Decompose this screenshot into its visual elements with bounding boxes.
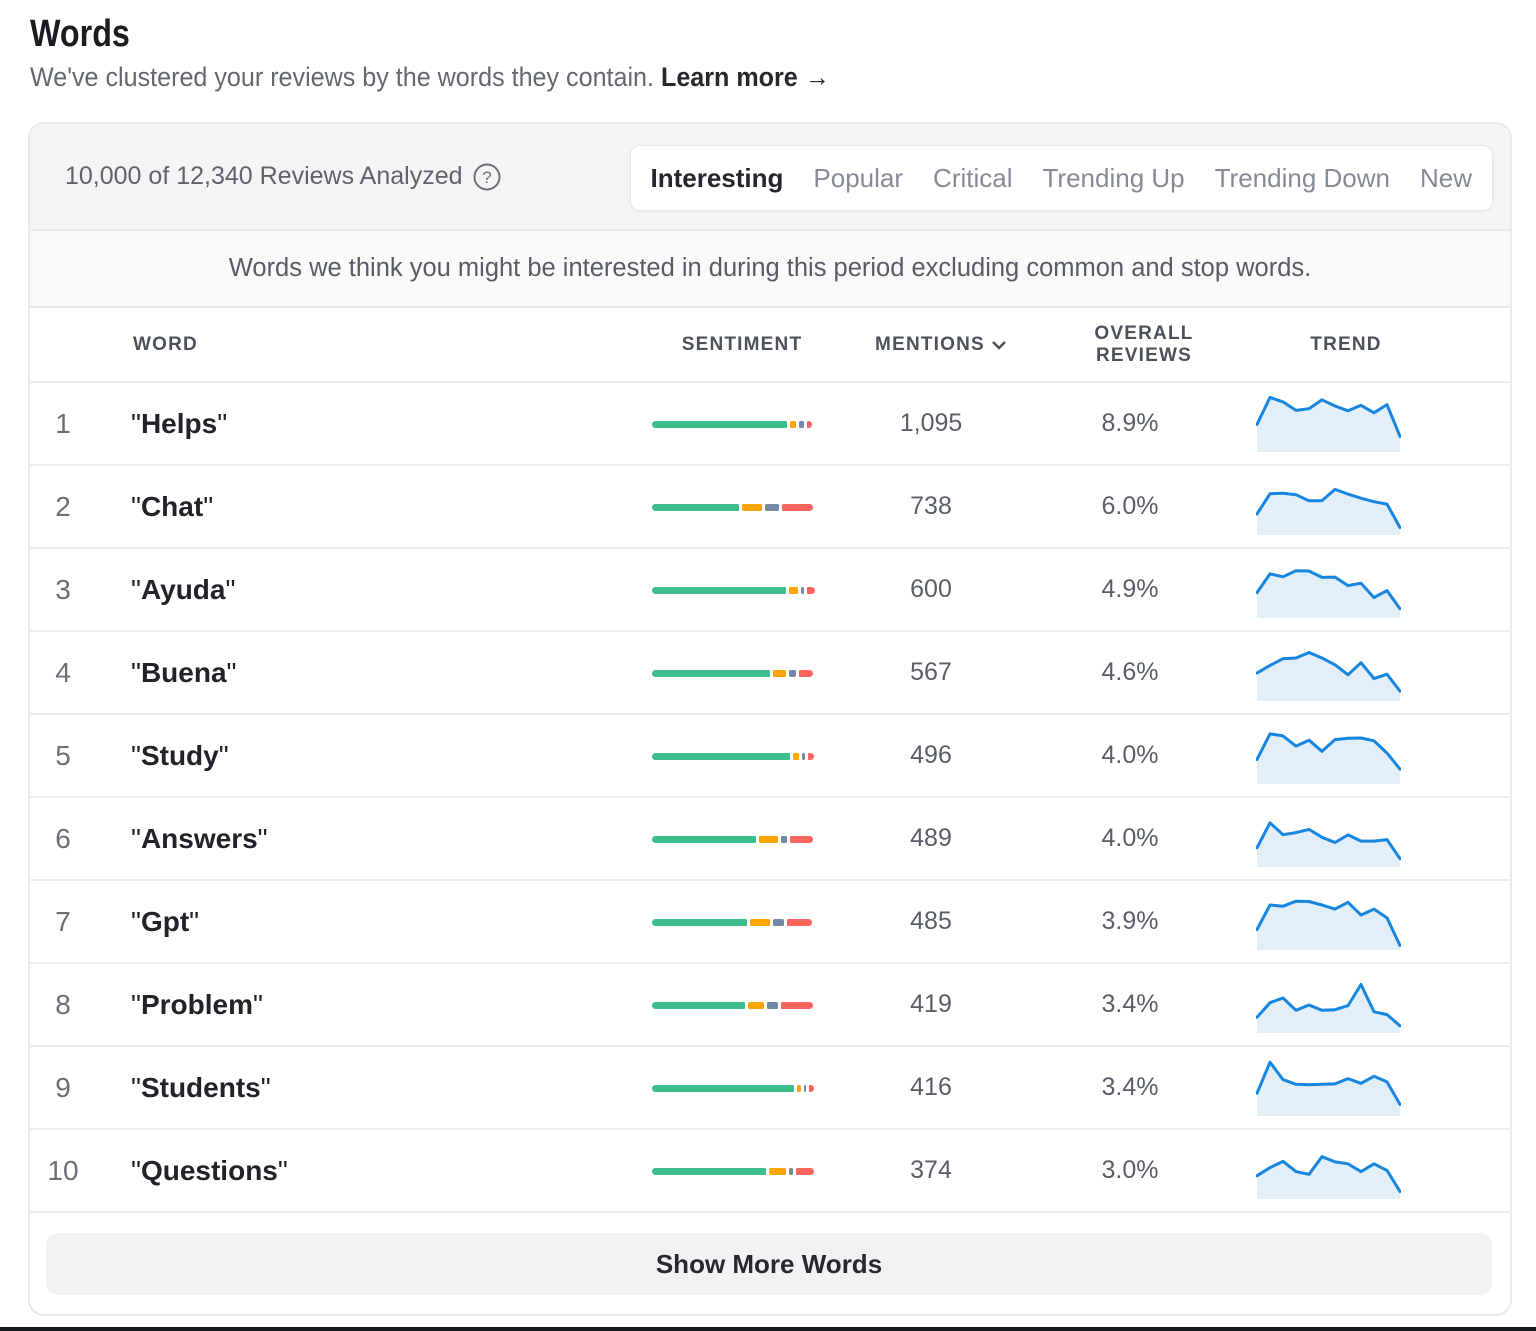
svg-text:?: ?	[482, 168, 491, 187]
